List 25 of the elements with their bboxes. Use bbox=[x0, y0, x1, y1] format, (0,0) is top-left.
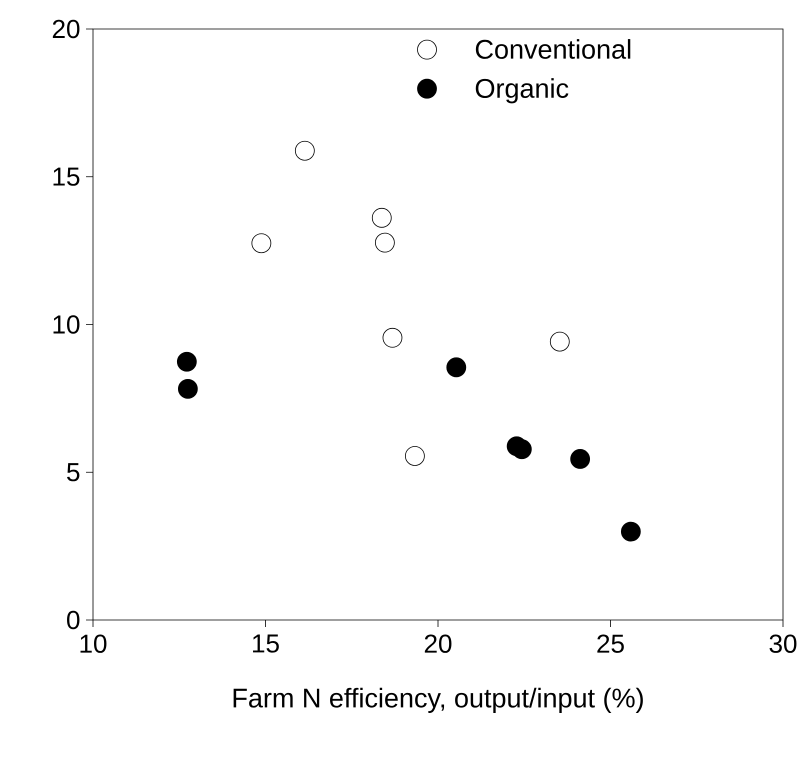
y-tick-label: 10 bbox=[54, 315, 80, 334]
y-tick-label: 15 bbox=[54, 168, 80, 186]
legend-label: Conventional bbox=[476, 39, 630, 59]
point bbox=[176, 352, 197, 372]
point bbox=[372, 208, 392, 228]
point bbox=[570, 449, 590, 469]
y-tick-label: 5 bbox=[67, 463, 80, 482]
x-tick-label: 15 bbox=[253, 634, 279, 653]
point bbox=[446, 357, 466, 378]
y-tick-label: 0 bbox=[67, 610, 80, 630]
x-tick-label: 25 bbox=[597, 634, 624, 653]
x-tick-label: 10 bbox=[80, 634, 106, 653]
point bbox=[382, 328, 402, 348]
point bbox=[404, 446, 425, 466]
point bbox=[251, 233, 272, 254]
point bbox=[550, 332, 570, 352]
legend-label: Organic bbox=[476, 78, 568, 104]
x-axis-title: Farm N efficiency, output/input (%) bbox=[234, 688, 643, 713]
point bbox=[620, 522, 641, 542]
point bbox=[294, 140, 315, 161]
point bbox=[178, 379, 198, 399]
x-tick-label: 30 bbox=[770, 634, 796, 653]
point bbox=[374, 232, 395, 253]
y-tick-label: 20 bbox=[52, 20, 80, 38]
x-tick-label: 20 bbox=[424, 634, 452, 653]
